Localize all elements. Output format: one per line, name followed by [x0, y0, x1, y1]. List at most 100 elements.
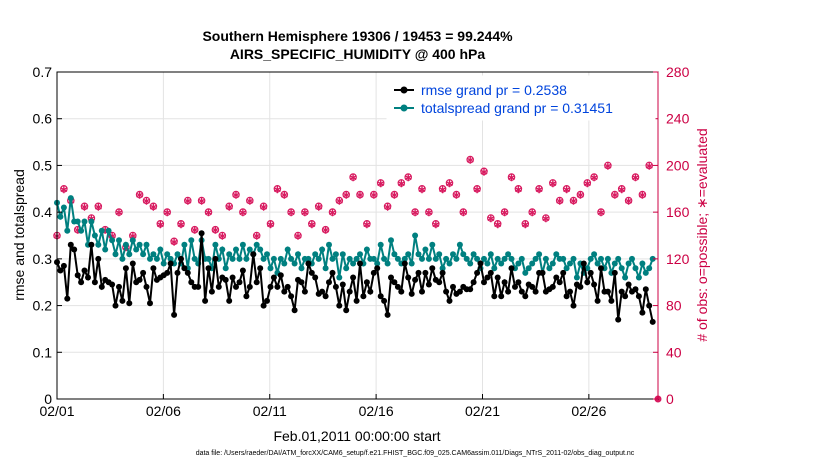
obs-possible-marker — [246, 196, 254, 205]
rmse-point — [370, 269, 377, 276]
rmse-point — [208, 288, 215, 295]
rmse-point — [167, 260, 174, 267]
left-tick-label: 0.5 — [33, 157, 53, 173]
right-tick-label: 0 — [666, 391, 674, 407]
rmse-point — [226, 297, 233, 304]
rmse-point — [491, 293, 498, 300]
obs-possible-marker — [80, 202, 89, 211]
totalspread-point — [284, 246, 291, 253]
rmse-point — [147, 300, 153, 307]
rmse-point — [494, 274, 501, 281]
obs-evaluated-marker: ∗ — [562, 184, 571, 196]
totalspread-point — [181, 241, 188, 248]
totalspread-point — [487, 251, 494, 258]
obs-possible-marker — [597, 208, 605, 216]
rmse-point — [250, 251, 257, 258]
obs-possible-marker — [452, 190, 461, 199]
obs-evaluated-marker: ∗ — [417, 184, 426, 196]
totalspread-point — [553, 251, 560, 258]
totalspread-point — [639, 260, 646, 267]
obs-evaluated-marker: ∗ — [348, 172, 357, 184]
totalspread-point — [239, 241, 246, 248]
obs-evaluated-marker: ∗ — [624, 196, 633, 208]
obs-evaluated-marker: ∗ — [438, 184, 447, 196]
obs-possible-marker — [418, 185, 426, 193]
left-axis-label: rmse and totalspread — [11, 169, 27, 301]
obs-evaluated-marker: ∗ — [589, 172, 598, 184]
obs-evaluated-marker: ∗ — [397, 178, 406, 190]
obs-possible-marker — [610, 190, 619, 199]
rmse-point — [264, 297, 270, 304]
rmse-point — [539, 269, 546, 276]
obs-possible-marker — [184, 196, 192, 205]
chart-title-line1: Southern Hemisphere 19306 / 19453 = 99.2… — [202, 28, 513, 44]
rmse-point — [184, 269, 191, 276]
totalspread-point — [233, 246, 239, 253]
obs-evaluated-marker: ∗ — [362, 219, 371, 231]
totalspread-point — [260, 255, 267, 262]
totalspread-point — [363, 246, 370, 253]
obs-evaluated-marker: ∗ — [383, 201, 392, 213]
rmse-point — [649, 318, 656, 325]
rmse-point — [116, 283, 122, 290]
rmse-point — [622, 293, 629, 300]
obs-evaluated-marker: ∗ — [431, 219, 440, 231]
totalspread-point — [408, 260, 415, 267]
obs-evaluated-marker: ∗ — [638, 190, 647, 202]
rmse-point — [446, 297, 453, 304]
obs-possible-marker — [328, 208, 337, 216]
rmse-point — [298, 279, 305, 286]
rmse-point — [377, 293, 384, 300]
totalspread-point — [222, 265, 229, 272]
totalspread-point — [439, 265, 446, 272]
rmse-point — [174, 269, 181, 276]
rmse-point — [381, 297, 388, 304]
obs-evaluated-marker: ∗ — [176, 219, 185, 231]
totalspread-point — [377, 241, 384, 248]
totalspread-point — [64, 227, 71, 234]
obs-evaluated-marker: ∗ — [583, 178, 592, 190]
totalspread-point — [453, 255, 460, 262]
totalspread-point — [277, 255, 284, 262]
rmse-point — [178, 255, 184, 262]
totalspread-point — [625, 260, 632, 267]
rmse-point — [456, 288, 463, 295]
obs-possible-marker — [390, 190, 399, 199]
rmse-point — [336, 302, 343, 309]
totalspread-point — [570, 255, 577, 262]
obs-possible-marker — [604, 161, 612, 170]
totalspread-point — [336, 274, 343, 281]
x-axis-ticks: 02/01 02/06 02/11 02/16 02/21 02/26 — [39, 394, 607, 419]
obs-evaluated-marker: ∗ — [142, 196, 151, 208]
totalspread-point — [264, 251, 270, 258]
obs-evaluated-marker: ∗ — [73, 225, 82, 237]
totalspread-point — [67, 195, 74, 202]
rmse-point — [195, 283, 202, 290]
obs-possible-marker — [624, 196, 633, 205]
obs-evaluated-marker: ∗ — [369, 190, 378, 202]
legend-rmse-label: rmse grand pr = 0.2538 — [421, 82, 567, 98]
rmse-point — [477, 260, 484, 267]
rmse-point — [181, 265, 188, 272]
totalspread-point — [456, 241, 463, 248]
totalspread-point — [298, 265, 305, 272]
totalspread-point — [305, 255, 312, 262]
totalspread-point — [129, 237, 136, 244]
obs-evaluated-marker: ∗ — [314, 201, 323, 213]
rmse-point — [253, 279, 260, 286]
rmse-point — [549, 283, 556, 290]
rmse-point — [505, 288, 512, 295]
obs-possible-marker — [135, 190, 144, 199]
rmse-point — [443, 288, 450, 295]
rmse-point — [322, 293, 329, 300]
totalspread-point — [112, 251, 119, 258]
obs-possible-marker — [307, 220, 316, 228]
obs-possible-marker — [459, 208, 468, 216]
obs-possible-marker — [266, 220, 275, 228]
rmse-point — [646, 302, 653, 309]
rmse-point — [487, 269, 494, 276]
rmse-point — [305, 260, 312, 267]
left-tick-label: 0.2 — [33, 298, 53, 314]
totalspread-point — [288, 255, 295, 262]
obs-possible-marker — [514, 185, 523, 193]
